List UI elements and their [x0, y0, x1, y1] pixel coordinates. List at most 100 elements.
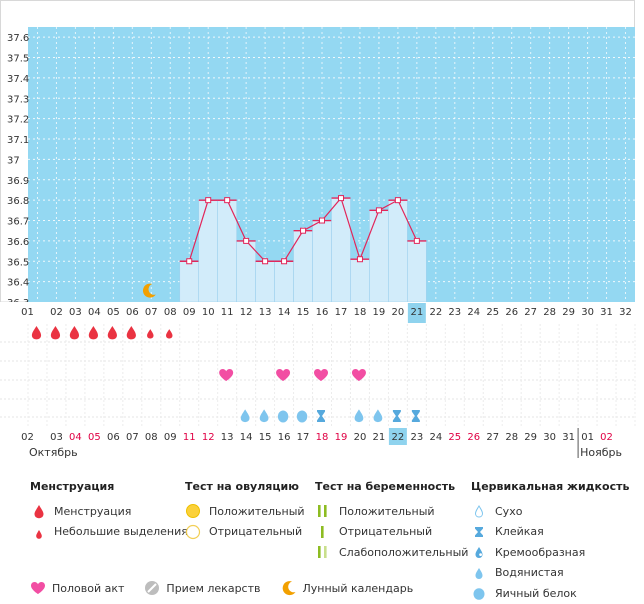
legend-row-creamy: Кремообразная	[471, 542, 641, 563]
legend-menstruation: Менструация Менструация Небольшие выделе…	[30, 480, 188, 542]
legend-row-egg-white: Яичный белок	[471, 583, 641, 604]
ovulation-positive-icon	[186, 504, 200, 519]
cycle-day-highlight	[407, 303, 426, 323]
month-label: Ноябрь	[580, 446, 622, 459]
date-label: 29	[524, 432, 537, 443]
date-label: 18	[316, 432, 329, 443]
temperature-point	[262, 258, 269, 265]
y-tick-label: 37.5	[7, 54, 29, 65]
temperature-point	[243, 237, 250, 244]
cycle-day-label: 26	[505, 307, 518, 318]
egg-white-icon	[296, 410, 308, 423]
date-label: 20	[354, 432, 367, 443]
pill-icon	[145, 581, 160, 595]
sticky-icon	[411, 410, 420, 422]
legend-row-menstruation: Менструация	[30, 501, 180, 522]
legend-moon: Лунный календарь	[281, 580, 414, 596]
date-label: 03	[50, 432, 63, 443]
ovulation-negative-icon	[185, 524, 201, 539]
cycle-day-label: 16	[316, 307, 329, 318]
cycle-day-row	[0, 302, 644, 324]
cycle-day-label: 18	[354, 307, 367, 318]
temperature-bar	[255, 260, 275, 303]
dry-drop-icon	[474, 505, 484, 518]
legend-menstruation-title: Менструация	[30, 480, 115, 493]
legend-row-sticky: Клейкая	[471, 522, 641, 543]
legend-pregnancy-test: Тест на беременность Положительный Отриц…	[315, 480, 469, 563]
date-label: 28	[505, 432, 518, 443]
menstruation-drop-icon	[34, 505, 44, 519]
temperature-bar	[274, 260, 294, 303]
temperature-bar	[350, 258, 370, 303]
cycle-day-label: 15	[297, 307, 310, 318]
cycle-day-label: 05	[107, 307, 120, 318]
legend-cervical-fluid-title: Цервикальная жидкость	[471, 480, 630, 493]
legend-ovulation-test-title: Тест на овуляцию	[185, 480, 299, 493]
cycle-day-label: 24	[467, 307, 480, 318]
y-tick-label: 37.1	[7, 135, 29, 146]
date-label: 23	[410, 432, 423, 443]
date-label: 09	[164, 432, 177, 443]
legend-pregnancy-test-title: Тест на беременность	[315, 480, 456, 493]
legend-dry-label: Сухо	[495, 504, 523, 518]
y-tick-label: 37.4	[7, 74, 29, 85]
temperature-bar	[312, 220, 332, 303]
date-label: 08	[145, 432, 158, 443]
light-bleeding-drop-icon	[166, 329, 173, 339]
menstruation-drop-icon	[31, 326, 42, 340]
legend-intercourse-label: Половой акт	[52, 581, 125, 595]
date-label: 31	[562, 432, 575, 443]
date-label: 16	[278, 432, 291, 443]
menstruation-drop-icon	[50, 326, 61, 340]
pregnancy-negative-icon	[321, 525, 324, 538]
temperature-point	[319, 217, 326, 224]
watery-drop-icon	[475, 567, 483, 579]
legend-row-dry: Сухо	[471, 501, 641, 522]
temperature-point	[394, 197, 401, 204]
legend-row-ovulation-positive: Положительный	[185, 501, 315, 522]
legend-sticky-label: Клейкая	[495, 525, 544, 539]
legend-ovulation-positive-label: Положительный	[209, 504, 305, 518]
cycle-day-label: 14	[278, 307, 291, 318]
y-tick-label: 36.8	[7, 196, 29, 207]
legend-creamy-label: Кремообразная	[495, 545, 586, 559]
y-tick-label: 37.3	[7, 94, 29, 105]
legend-watery-label: Водянистая	[495, 566, 564, 580]
temperature-point	[413, 237, 420, 244]
temperature-bar	[331, 197, 351, 303]
cycle-day-label: 07	[145, 307, 158, 318]
cycle-day-label: 01	[21, 307, 34, 318]
legend-medication: Прием лекарств	[144, 580, 261, 596]
legend-moon-label: Лунный календарь	[302, 581, 414, 595]
y-tick-label: 37.6	[7, 33, 29, 44]
sticky-icon	[475, 526, 483, 537]
cycle-day-label: 29	[562, 307, 575, 318]
y-tick-label: 37.2	[7, 115, 29, 126]
cycle-day-label: 28	[543, 307, 556, 318]
date-label: 17	[297, 432, 310, 443]
cycle-day-label: 08	[164, 307, 177, 318]
date-label: 06	[107, 432, 120, 443]
legend-ovulation-negative-label: Отрицательный	[209, 525, 303, 539]
moon-icon	[142, 283, 156, 298]
cycle-day-label: 32	[619, 307, 632, 318]
legend-row-watery: Водянистая	[471, 563, 641, 584]
menstruation-drop-icon	[69, 326, 80, 340]
legend-intercourse: Половой акт	[30, 581, 124, 595]
legend-medication-label: Прием лекарств	[166, 581, 261, 595]
date-label: 13	[221, 432, 234, 443]
legend-bottom: Половой акт Прием лекарств Лунный календ…	[30, 580, 433, 596]
cycle-day-label: 12	[240, 307, 253, 318]
date-label: 05	[88, 432, 101, 443]
date-label: 02	[21, 432, 34, 443]
temperature-bar	[236, 240, 256, 303]
temperature-point	[205, 197, 212, 204]
temperature-bar	[407, 240, 427, 303]
month-label: Октябрь	[29, 446, 78, 459]
y-tick-label: 36.9	[7, 176, 29, 187]
legend-pregnancy-weak-label: Слабоположительный	[339, 545, 469, 559]
date-label: 25	[448, 432, 461, 443]
sticky-icon	[392, 410, 401, 422]
menstruation-drop-icon	[88, 326, 98, 340]
pregnancy-positive-icon	[318, 505, 327, 518]
